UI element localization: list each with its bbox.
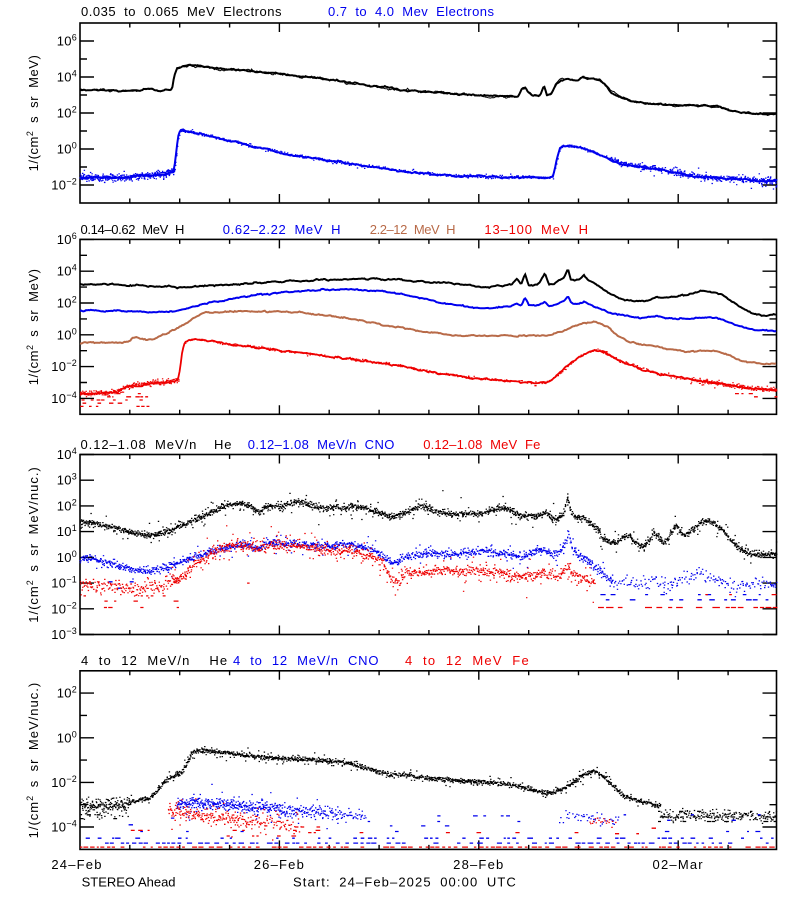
svg-text:103: 103 (57, 472, 77, 488)
svg-text:0.12–1.08 MeV/n He: 0.12–1.08 MeV/n He (81, 437, 233, 452)
svg-text:13–100 MeV H: 13–100 MeV H (484, 222, 588, 237)
svg-text:1/(cm2 s sr MeV): 1/(cm2 s sr MeV) (25, 55, 41, 172)
svg-text:STEREO Ahead: STEREO Ahead (82, 875, 176, 890)
svg-text:100: 100 (57, 729, 77, 745)
svg-text:100: 100 (57, 326, 77, 342)
svg-text:2.2–12 MeV H: 2.2–12 MeV H (370, 222, 455, 237)
svg-text:106: 106 (57, 33, 77, 49)
svg-text:106: 106 (57, 231, 77, 247)
svg-text:100: 100 (57, 549, 77, 565)
svg-text:100: 100 (57, 141, 77, 157)
svg-text:102: 102 (57, 685, 77, 701)
svg-text:4 to 12 MeV/n He: 4 to 12 MeV/n He (81, 653, 228, 668)
svg-text:0.62–2.22 MeV H: 0.62–2.22 MeV H (223, 222, 341, 237)
svg-text:102: 102 (57, 105, 77, 121)
svg-text:104: 104 (57, 69, 77, 85)
svg-text:102: 102 (57, 497, 77, 513)
svg-text:0.12–1.08 MeV Fe: 0.12–1.08 MeV Fe (423, 437, 540, 452)
svg-text:1/(cm2 s sr MeV/nuc.): 1/(cm2 s sr MeV/nuc.) (25, 682, 41, 839)
svg-text:0.14–0.62 MeV H: 0.14–0.62 MeV H (81, 222, 185, 237)
svg-text:02–Mar: 02–Mar (653, 857, 704, 872)
svg-text:4 to 12 MeV Fe: 4 to 12 MeV Fe (405, 653, 530, 668)
svg-text:0.12–1.08 MeV/n CNO: 0.12–1.08 MeV/n CNO (248, 437, 395, 452)
svg-text:4 to 12 MeV/n CNO: 4 to 12 MeV/n CNO (233, 653, 379, 668)
svg-text:Start: 24–Feb–2025 00:00 UTC: Start: 24–Feb–2025 00:00 UTC (293, 875, 517, 890)
svg-text:102: 102 (57, 295, 77, 311)
svg-text:101: 101 (57, 523, 77, 539)
svg-text:0.7 to 4.0 Mev Electrons: 0.7 to 4.0 Mev Electrons (328, 4, 494, 19)
svg-text:24–Feb: 24–Feb (51, 857, 102, 872)
svg-text:104: 104 (57, 263, 77, 279)
svg-text:0.035 to 0.065 MeV Electrons: 0.035 to 0.065 MeV Electrons (81, 4, 282, 19)
svg-text:104: 104 (57, 446, 77, 462)
svg-text:28–Feb: 28–Feb (453, 857, 504, 872)
svg-text:1/(cm2 s sr MeV): 1/(cm2 s sr MeV) (25, 269, 41, 386)
svg-text:26–Feb: 26–Feb (254, 857, 305, 872)
svg-text:1/(cm2 s sr MeV/nuc.): 1/(cm2 s sr MeV/nuc.) (25, 466, 41, 623)
